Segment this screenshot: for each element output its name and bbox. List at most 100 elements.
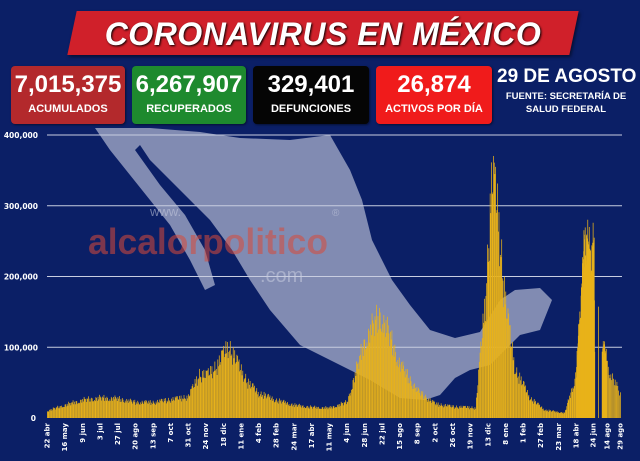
bar bbox=[453, 408, 455, 418]
bar bbox=[74, 404, 76, 418]
bar bbox=[211, 366, 213, 418]
bar bbox=[168, 397, 169, 418]
bar bbox=[458, 408, 460, 418]
watermark-logo: www. alcalorpolitico ® .com bbox=[88, 204, 340, 287]
bar bbox=[365, 348, 367, 418]
bar bbox=[540, 406, 542, 418]
x-tick-label: 29 ago bbox=[617, 423, 625, 450]
bar bbox=[147, 403, 149, 418]
bar bbox=[57, 405, 59, 418]
bar bbox=[356, 361, 358, 418]
bar bbox=[610, 374, 612, 418]
x-tick-label: 17 abr bbox=[308, 422, 316, 448]
bar bbox=[264, 395, 266, 418]
bar bbox=[64, 404, 66, 418]
bar bbox=[61, 407, 63, 418]
bar bbox=[353, 378, 355, 418]
bar bbox=[574, 378, 576, 418]
bar bbox=[445, 404, 446, 418]
bar bbox=[286, 403, 288, 418]
bar bbox=[434, 404, 436, 418]
bar bbox=[506, 318, 507, 418]
x-tick-label: 24 nov bbox=[202, 423, 210, 450]
bar bbox=[229, 350, 230, 418]
bar bbox=[106, 396, 108, 418]
bar bbox=[516, 367, 518, 418]
bar bbox=[426, 397, 427, 418]
bar bbox=[117, 397, 119, 418]
bar bbox=[393, 356, 395, 418]
bar bbox=[313, 406, 315, 418]
bar bbox=[444, 406, 446, 418]
bar bbox=[120, 399, 122, 418]
bar bbox=[79, 403, 81, 418]
bar bbox=[454, 407, 456, 418]
bar bbox=[146, 400, 147, 418]
bar bbox=[158, 403, 160, 418]
bar bbox=[226, 341, 228, 418]
bar bbox=[78, 402, 80, 418]
bar bbox=[260, 394, 261, 418]
bar bbox=[450, 406, 452, 418]
bar bbox=[495, 166, 496, 418]
bar bbox=[85, 399, 86, 418]
bar bbox=[217, 359, 219, 418]
bar bbox=[334, 407, 335, 418]
bar bbox=[338, 406, 340, 418]
bar bbox=[237, 361, 239, 418]
bar bbox=[233, 358, 235, 418]
bar bbox=[499, 266, 501, 418]
bar bbox=[279, 398, 280, 418]
bar bbox=[416, 387, 418, 418]
bar bbox=[239, 371, 241, 418]
stat-acumulados: 7,015,375 ACUMULADOS bbox=[11, 66, 125, 124]
bar bbox=[613, 378, 614, 418]
bar bbox=[66, 406, 67, 418]
bar bbox=[533, 403, 534, 418]
bar bbox=[502, 280, 504, 418]
bar bbox=[319, 408, 321, 418]
bar bbox=[387, 325, 389, 418]
bar bbox=[55, 407, 57, 418]
bar bbox=[594, 351, 596, 418]
bar bbox=[163, 398, 165, 418]
bar bbox=[197, 379, 199, 418]
bar bbox=[146, 402, 148, 418]
bar bbox=[433, 400, 435, 418]
bar bbox=[190, 388, 192, 418]
bar bbox=[343, 402, 345, 418]
bar bbox=[493, 155, 494, 418]
stat-label: RECUPERADOS bbox=[146, 103, 232, 115]
bar bbox=[176, 396, 178, 418]
bar bbox=[392, 345, 394, 418]
bar bbox=[346, 401, 348, 418]
bar bbox=[225, 341, 227, 418]
bar bbox=[537, 402, 538, 418]
bar bbox=[243, 379, 245, 418]
bar bbox=[460, 405, 462, 418]
stat-value: 26,874 bbox=[397, 71, 471, 98]
bar bbox=[135, 404, 136, 418]
bar bbox=[352, 380, 354, 418]
bar bbox=[254, 385, 255, 418]
bar bbox=[563, 413, 564, 418]
y-tick-label: 100,000 bbox=[4, 343, 38, 352]
bar bbox=[224, 357, 225, 418]
bar bbox=[435, 405, 437, 418]
bar bbox=[229, 341, 231, 418]
bar bbox=[397, 360, 399, 418]
bar bbox=[105, 400, 107, 418]
bar bbox=[185, 398, 186, 418]
bar bbox=[539, 404, 541, 418]
bar bbox=[196, 385, 198, 418]
bar bbox=[491, 194, 493, 418]
bar bbox=[279, 401, 281, 418]
bar bbox=[139, 404, 141, 418]
bar bbox=[414, 383, 416, 418]
bar bbox=[292, 406, 294, 418]
bar bbox=[140, 402, 142, 418]
bar bbox=[354, 372, 356, 418]
bar bbox=[150, 404, 152, 418]
bar bbox=[529, 400, 531, 418]
bar bbox=[469, 409, 471, 418]
